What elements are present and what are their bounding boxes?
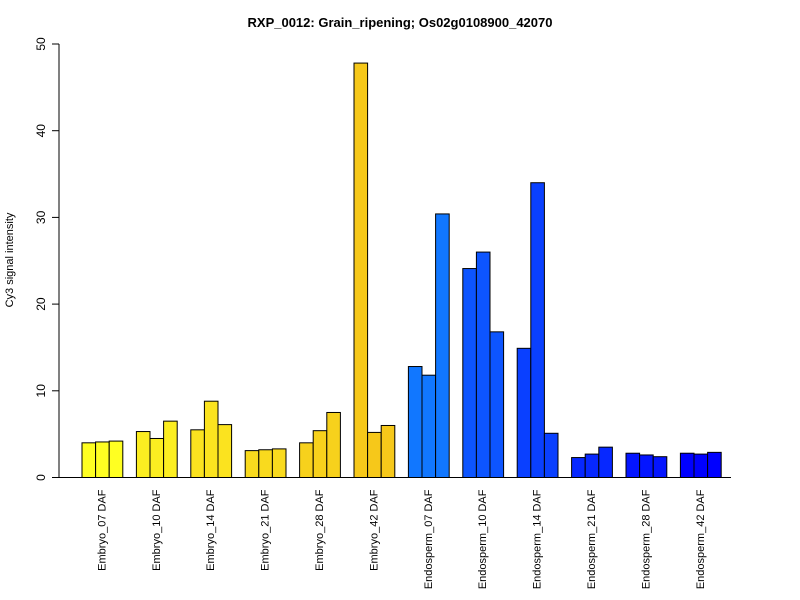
bar [435, 213, 450, 478]
y-axis-label: Cy3 signal intensity [4, 212, 16, 307]
bar [462, 268, 477, 479]
bar [571, 457, 586, 478]
y-tick-label: 30 [34, 210, 48, 224]
y-tick-label: 10 [34, 384, 48, 398]
bar-series [81, 62, 722, 479]
bar [530, 182, 545, 478]
bar [353, 62, 369, 478]
bar [598, 446, 613, 478]
bar [516, 347, 532, 478]
category-label: Endosperm_07 DAF [423, 489, 435, 589]
chart-title: RXP_0012: Grain_ripening; Os02g0108900_4… [248, 15, 553, 30]
bar [639, 454, 654, 479]
bar [95, 441, 110, 479]
bar [312, 430, 328, 479]
category-label: Embryo_21 DAF [260, 489, 272, 571]
category-label: Embryo_42 DAF [368, 489, 380, 571]
category-labels: Embryo_07 DAF Embryo_10 DAF Embryo_14 DAF E… [96, 489, 706, 589]
category-label: Endosperm_28 DAF [640, 489, 652, 589]
bar [407, 366, 423, 478]
y-tick-label: 20 [34, 297, 48, 311]
bar [693, 453, 709, 479]
bar [81, 442, 97, 479]
bar [203, 400, 219, 479]
bar [190, 429, 205, 479]
bar [271, 448, 287, 479]
category-label: Endosperm_42 DAF [695, 489, 707, 589]
bar [163, 420, 178, 478]
bar [108, 440, 124, 478]
category-label: Embryo_28 DAF [314, 489, 326, 571]
category-label: Endosperm_14 DAF [532, 489, 544, 589]
y-axis: 0 10 20 30 40 50 [34, 37, 60, 481]
bar [421, 374, 437, 478]
bar [326, 411, 341, 479]
category-label: Embryo_10 DAF [151, 489, 163, 571]
bar [679, 452, 695, 478]
bar [489, 331, 505, 478]
category-label: Endosperm_10 DAF [477, 489, 489, 589]
bar [625, 452, 641, 478]
bar [543, 432, 559, 478]
bar [367, 431, 382, 478]
bar [135, 431, 151, 479]
bar [380, 424, 396, 479]
bar [244, 450, 260, 478]
bar [584, 453, 600, 479]
bar [299, 442, 314, 479]
y-tick-label: 40 [34, 124, 48, 138]
category-label: Endosperm_21 DAF [586, 489, 598, 589]
bar [652, 456, 668, 478]
category-label: Embryo_07 DAF [96, 489, 108, 571]
bar [149, 437, 165, 478]
y-tick-label: 50 [34, 37, 48, 51]
bar [217, 424, 233, 479]
category-label: Embryo_14 DAF [205, 489, 217, 571]
bar [258, 449, 273, 479]
bar [707, 451, 722, 478]
bar [475, 251, 491, 478]
y-tick-label: 0 [34, 474, 48, 481]
